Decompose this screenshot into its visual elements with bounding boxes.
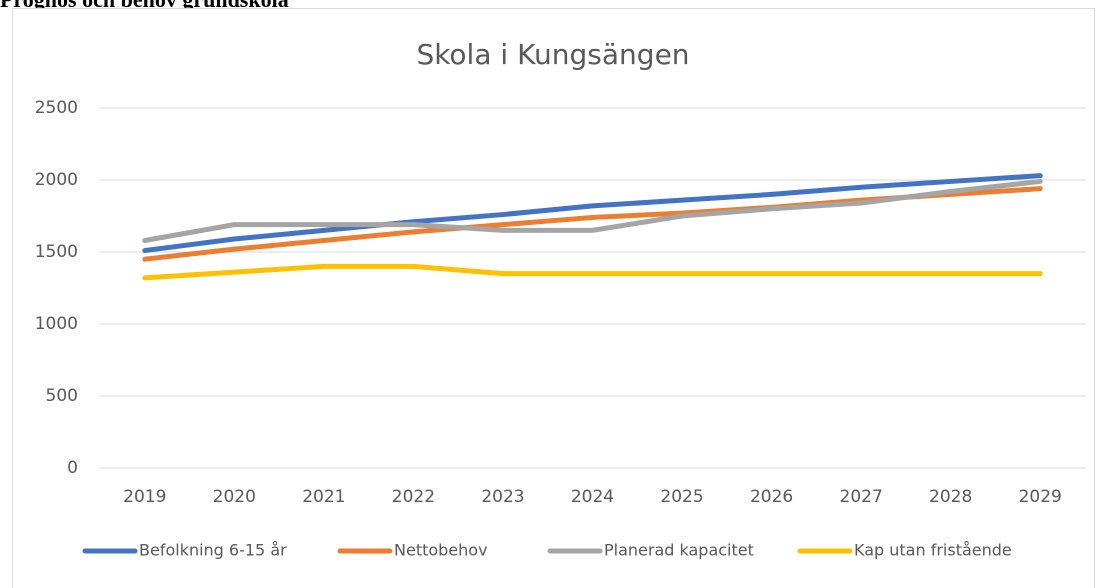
x-tick-label: 2022 [392, 487, 435, 507]
legend-label: Kap utan fristående [854, 541, 1012, 560]
chart-title: Skola i Kungsängen [416, 38, 689, 71]
x-tick-label: 2024 [571, 487, 614, 507]
chart-frame [12, 8, 1095, 588]
x-tick-label: 2023 [481, 487, 524, 507]
x-tick-label: 2029 [1019, 487, 1062, 507]
legend-label: Planerad kapacitet [604, 541, 754, 560]
series-line [142, 178, 1043, 243]
y-tick-label: 500 [46, 386, 78, 406]
y-tick-label: 2000 [35, 170, 78, 190]
x-tick-label: 2028 [929, 487, 972, 507]
y-tick-label: 1500 [35, 242, 78, 262]
x-tick-label: 2019 [123, 487, 166, 507]
x-tick-label: 2025 [660, 487, 703, 507]
x-tick-label: 2021 [302, 487, 345, 507]
y-tick-label: 2500 [35, 98, 78, 118]
x-tick-label: 2027 [840, 487, 883, 507]
legend-label: Nettobehov [394, 541, 488, 560]
y-tick-label: 0 [67, 458, 78, 478]
y-tick-label: 1000 [35, 314, 78, 334]
x-tick-label: 2020 [213, 487, 256, 507]
x-tick-label: 2026 [750, 487, 793, 507]
legend-label: Befolkning 6-15 år [139, 541, 287, 560]
series-line [142, 263, 1043, 281]
series-line [142, 173, 1043, 254]
